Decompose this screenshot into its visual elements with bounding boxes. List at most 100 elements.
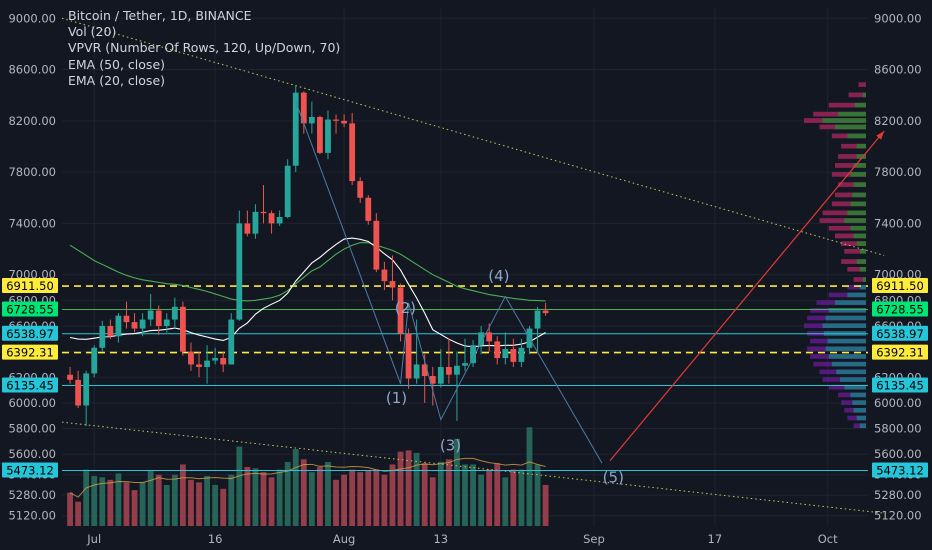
candle-body [236,223,243,320]
candle-body [284,165,291,217]
projection-arrow-line [609,130,885,461]
candle-body [478,332,485,346]
volume-bar [308,472,315,526]
y-tick-label-right: 9000.00 [874,11,922,25]
level-badge-left [2,278,58,294]
volume-bar [163,484,170,526]
candle-body [534,310,541,329]
candle-body [67,374,73,380]
volume-bar [317,467,323,526]
level-badge-right [872,377,928,393]
volume-bar [397,451,404,526]
vpvr-bar-up [847,292,866,298]
volume-bar [413,452,420,526]
volume-bar [454,438,460,526]
candle-body [139,319,146,329]
volume-bar [220,488,227,526]
volume-bar [365,470,372,526]
volume-bar [526,427,533,526]
y-tick-label-left: 5600.00 [8,447,56,461]
vpvr-bar-up [852,192,866,198]
chart-title[interactable]: Bitcoin / Tether, 1D, BINANCE [68,8,252,23]
vpvr-bar-up [850,392,866,398]
candle-body [510,349,517,362]
y-tick-label-left: 5800.00 [8,422,56,436]
y-tick-label-left: 7800.00 [8,165,56,179]
candle-body [163,319,170,326]
candle-body [325,119,331,153]
vpvr-bar-down [847,284,866,290]
volume-bar [188,479,194,526]
volume-bar [171,474,178,526]
vpvr-bar-up [853,408,866,413]
volume-bar [115,473,122,526]
level-badge-left-text: 6392.31 [6,346,54,360]
candle-body [462,363,468,366]
y-tick-label-left: 7400.00 [8,216,56,230]
volume-bar [429,477,436,526]
volume-bar [510,469,517,526]
vpvr-bar-up [853,163,866,168]
volume-bar [123,482,130,526]
wave-label-3: (3) [440,436,461,454]
y-tick-label-right: 5280.00 [874,488,922,502]
candle-body [228,319,235,365]
vpvr-bar-up [859,284,866,290]
vpvr-bar-down [838,182,866,187]
wave-label-5: (5) [603,468,624,486]
candle-body [268,213,275,224]
level-badge-right [872,325,928,341]
vpvr-bar-up [850,225,866,231]
vpvr-bar-down [831,172,866,177]
vpvr-bar-up [862,277,866,282]
vpvr-bar-up [835,124,866,130]
vpvr-bar-down [841,259,866,264]
vpvr-bar-down [847,266,866,272]
candle-body [147,310,154,320]
volume-bar [268,477,275,526]
volume-bar [470,464,476,526]
vpvr-bar-up [859,423,866,428]
volume-bar [67,492,73,526]
vpvr-bar-up [825,346,866,352]
vpvr-bar-up [831,361,866,367]
y-tick-label-right: 5800.00 [874,422,922,436]
y-tick-label-right: 7400.00 [874,216,922,230]
lower-trend-line [61,421,885,514]
indicator-vol[interactable]: Vol (20) [68,24,117,40]
vpvr-bar-up [856,259,866,264]
volume-bar [502,477,509,526]
vpvr-bar-up [856,143,866,149]
indicator-ema20[interactable]: EMA (20, close) [68,72,166,88]
x-tick-label: Oct [818,532,838,546]
vpvr-bar-up [836,369,866,375]
level-badge-left-text: 6911.50 [6,279,54,293]
x-tick-label: Jul [86,532,101,546]
volume-bar [357,472,364,526]
candle-body [333,119,339,121]
candle-body [349,123,356,182]
candle-body [341,120,348,124]
candle-body [107,325,114,337]
volume-bar [300,459,307,526]
candle-body [502,349,509,359]
vpvr-bar-down [841,241,866,246]
volume-bar [276,469,283,526]
volume-bar [381,474,388,526]
vpvr-bar-up [850,172,866,177]
ema50-line [69,242,546,302]
candle-body [244,223,251,234]
candle-body [252,211,259,234]
indicator-vpvr[interactable]: VPVR (Number Of Rows, 120, Up/Down, 70) [68,40,341,56]
vpvr-bar-up [850,201,866,207]
indicator-ema50[interactable]: EMA (50, close) [68,56,166,72]
volume-bar [478,474,485,526]
volume-ma-line [69,457,546,498]
vpvr-bar-up [835,300,866,305]
volume-bar [179,464,186,526]
y-tick-label-left: 6000.00 [8,396,56,410]
volume-bar [212,484,219,526]
volume-bar [341,474,348,526]
candle-body [405,333,412,379]
